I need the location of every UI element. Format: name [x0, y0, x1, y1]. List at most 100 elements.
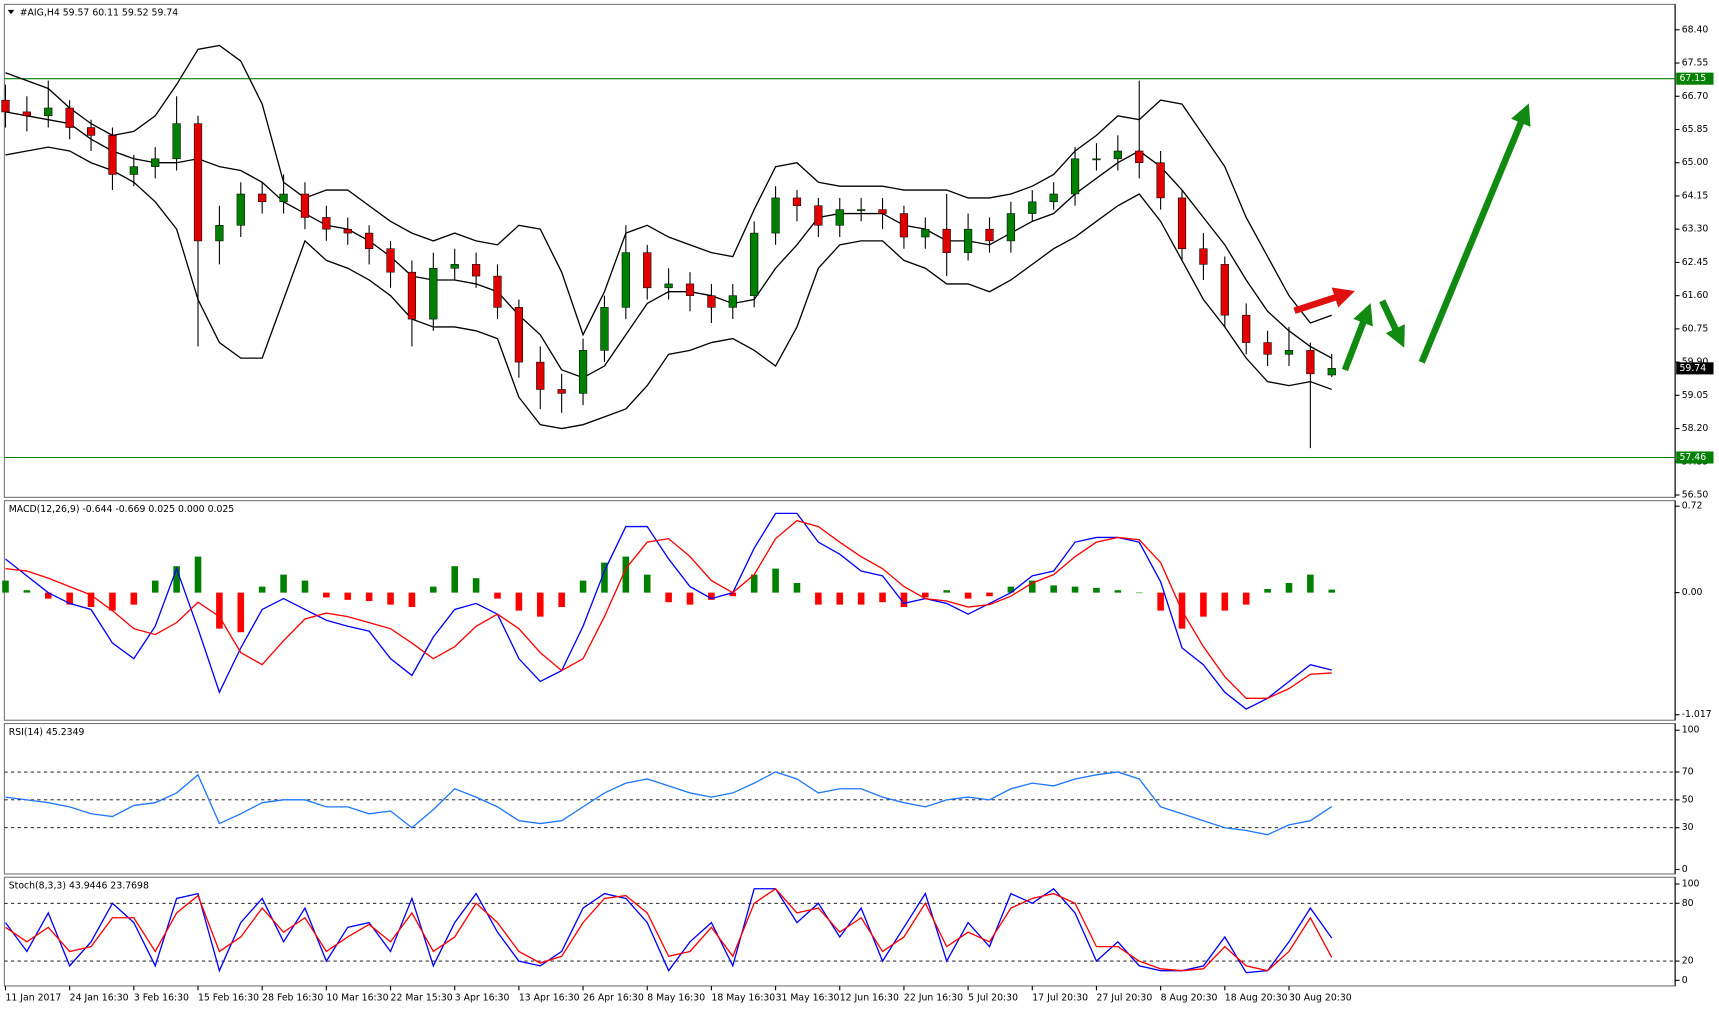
candle-body — [750, 232, 759, 296]
green-arrow — [1418, 103, 1531, 364]
histogram-bar — [643, 574, 651, 593]
panels: 68.40 67.55 66.70 65.85 65.00 64.15 63.30 62.45… — [1, 3, 1714, 1004]
panel-title: #AIG,H4 59.57 60.11 59.52 59.74 — [20, 8, 179, 19]
candle-body — [65, 107, 74, 128]
y-tick-label: 59.90 — [1682, 357, 1709, 368]
candle-body — [621, 252, 630, 308]
histogram-bar — [1157, 592, 1164, 611]
x-tick-label: 3 Apr 16:30 — [455, 993, 510, 1004]
y-tick-label: 64.15 — [1682, 190, 1709, 201]
candle-body — [514, 307, 523, 363]
histogram-bar — [943, 590, 951, 593]
histogram-bar — [472, 578, 480, 593]
histogram-bar — [1264, 589, 1271, 593]
x-tick-label: 28 Feb 16:30 — [262, 993, 323, 1004]
histogram-bar — [579, 580, 587, 593]
histogram-bar — [1028, 580, 1036, 593]
macd-line — [5, 519, 1332, 699]
indicator-line — [4, 887, 1333, 974]
histogram-bar — [130, 592, 138, 605]
candle-body — [236, 193, 245, 226]
histogram-bar — [344, 592, 352, 600]
histogram-bar — [280, 574, 287, 593]
candle-body — [1113, 150, 1122, 160]
histogram-bar — [408, 592, 416, 608]
panel-title: Stoch(8,3,3) 43.9446 23.7698 — [9, 881, 149, 892]
candle-body — [814, 205, 823, 226]
last-price-label: 59.74 — [1680, 363, 1707, 374]
histogram-bar — [729, 592, 737, 597]
y-tick-label: 65.00 — [1682, 157, 1709, 168]
y-tick-label: -1.017 — [1682, 709, 1712, 720]
candle-body — [664, 283, 673, 289]
histogram-bar — [301, 580, 309, 593]
x-tick-label: 24 Jan 16:30 — [70, 993, 129, 1004]
histogram-bar — [1221, 592, 1229, 611]
histogram-bar — [793, 583, 801, 593]
histogram-bar — [836, 592, 844, 605]
histogram-bar — [900, 592, 908, 608]
histogram-bar — [708, 592, 715, 600]
x-tick-label: 15 Feb 16:30 — [198, 993, 259, 1004]
x-tick-label: 22 Mar 15:30 — [391, 993, 453, 1004]
price-level-box — [1676, 72, 1714, 85]
histogram-bar — [1307, 574, 1314, 593]
green-arrow — [1341, 303, 1373, 372]
candle-body — [471, 264, 481, 277]
histogram-bar — [87, 592, 95, 608]
candle-body — [215, 224, 224, 242]
price-level-label: 67.15 — [1680, 73, 1707, 84]
candle-body — [963, 228, 973, 253]
histogram-bar — [1242, 592, 1250, 605]
candle-body — [429, 267, 438, 320]
y-tick-label: 67.55 — [1682, 58, 1709, 69]
candle-body — [942, 228, 951, 253]
histogram-bar — [66, 592, 73, 605]
x-tick-label: 18 May 16:30 — [711, 993, 775, 1004]
y-tick-label: 20 — [1682, 956, 1694, 967]
candle-body — [1242, 314, 1251, 343]
price-level-label: 57.46 — [1680, 452, 1707, 463]
histogram-bar — [601, 562, 608, 593]
candle-body — [1199, 248, 1208, 265]
y-tick-label: 63.30 — [1682, 224, 1709, 235]
y-tick-label: 58.20 — [1682, 423, 1709, 434]
candle-body — [1327, 368, 1336, 376]
histogram-bar — [151, 580, 159, 593]
candle-body — [899, 213, 909, 238]
candle-body — [108, 135, 117, 175]
x-tick-label: 31 May 16:30 — [776, 993, 840, 1004]
candle-body — [493, 275, 502, 308]
candle-body — [1284, 350, 1294, 355]
y-tick-label: 68.40 — [1682, 24, 1709, 35]
candle-body — [44, 107, 53, 117]
y-tick-label: 59.05 — [1682, 390, 1709, 401]
x-tick-label: 11 Jan 2017 — [5, 993, 61, 1004]
x-tick-label: 17 Jul 20:30 — [1032, 993, 1088, 1004]
candle-body — [300, 193, 310, 218]
y-tick-label: 50 — [1682, 794, 1694, 805]
candle-body — [557, 389, 566, 394]
histogram-bar — [2, 580, 9, 593]
x-tick-label: 10 Mar 16:30 — [326, 993, 388, 1004]
histogram-bar — [23, 590, 31, 593]
candle-body — [1028, 201, 1037, 214]
x-tick-label: 12 Jun 16:30 — [840, 993, 899, 1004]
histogram-bar — [622, 556, 630, 593]
y-tick-label: 66.70 — [1682, 91, 1709, 102]
y-tick-label: 65.85 — [1682, 124, 1709, 135]
candle-body — [835, 209, 844, 226]
candle-body — [22, 111, 31, 117]
y-tick-label: 62.45 — [1682, 257, 1709, 268]
indicator-line — [5, 887, 1333, 972]
candle-body — [129, 166, 138, 175]
candle-body — [792, 197, 802, 206]
x-tick-label: 18 Aug 20:30 — [1225, 993, 1288, 1004]
histogram-bar — [1071, 586, 1079, 593]
bollinger-band — [5, 146, 1332, 430]
histogram-bar — [237, 592, 245, 633]
x-tick-label: 27 Jul 20:30 — [1096, 993, 1152, 1004]
x-tick-label: 30 Aug 20:30 — [1289, 993, 1352, 1004]
histogram-bar — [665, 592, 672, 603]
candle-body — [386, 248, 395, 273]
